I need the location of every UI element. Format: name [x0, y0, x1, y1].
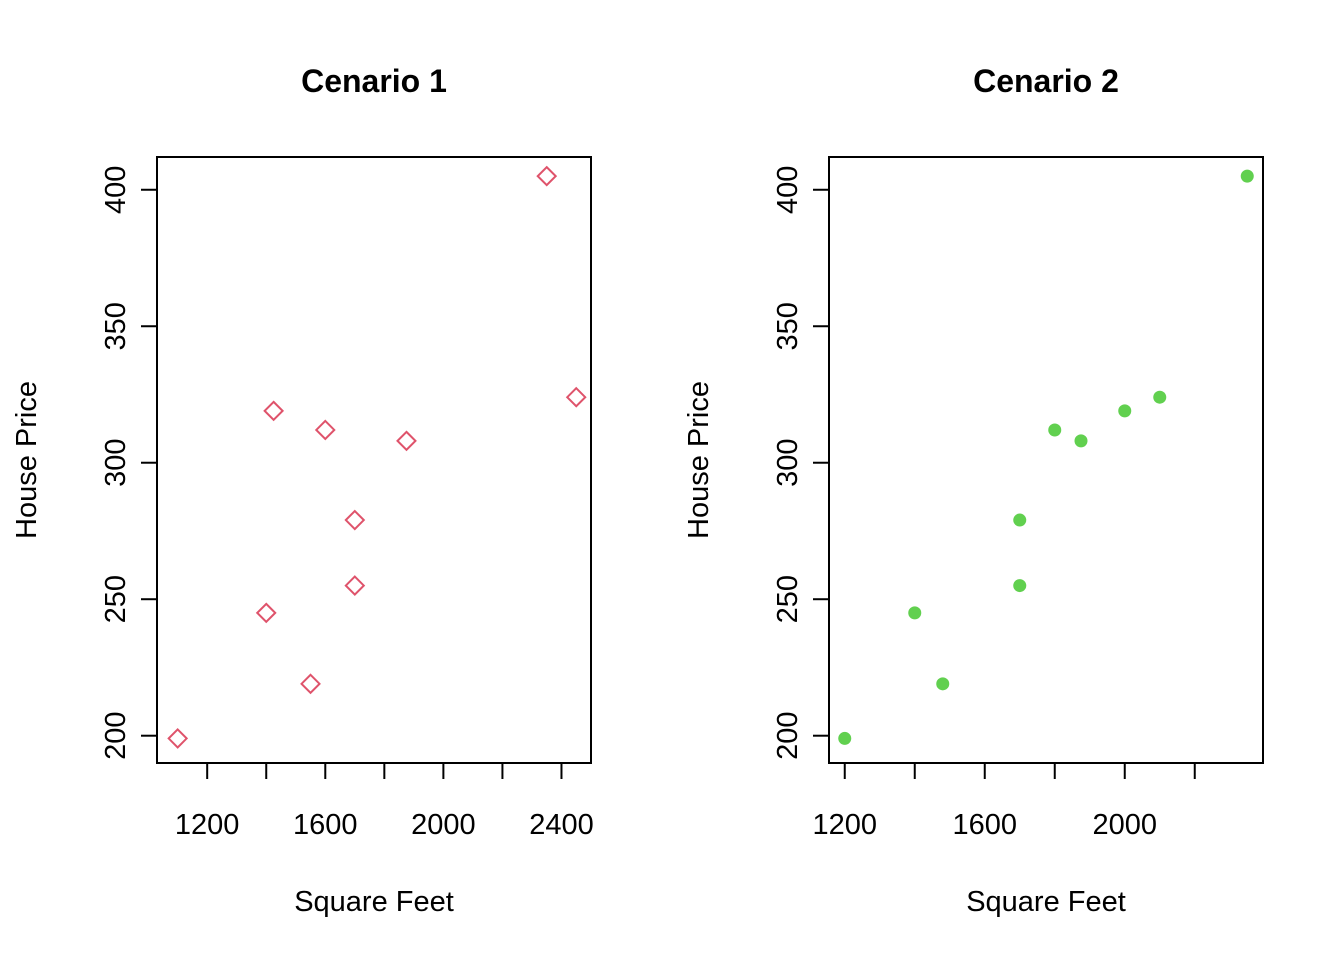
x-axis-label: Square Feet	[294, 886, 454, 918]
panel-2: Cenario 2 1200 1600 2000 200 250 300 350 400 Squa…	[683, 63, 1264, 918]
y-tick-label: 250	[772, 575, 804, 623]
data-point	[300, 673, 321, 695]
data-point	[1013, 579, 1027, 593]
x-tick-label: 2000	[1092, 809, 1157, 841]
data-point	[565, 386, 587, 408]
x-tick-label: 1600	[952, 809, 1017, 841]
data-point	[344, 575, 366, 596]
chart-title: Cenario 2	[973, 63, 1119, 99]
data-point	[1074, 434, 1088, 448]
y-axis-label: House Price	[683, 381, 715, 539]
x-tick-label: 2000	[411, 809, 476, 841]
x-tick-label: 1200	[812, 809, 877, 841]
data-point	[908, 606, 922, 620]
y-tick-label: 200	[772, 712, 804, 760]
y-tick-label: 200	[100, 712, 132, 760]
data-point	[396, 430, 417, 452]
y-tick-label: 400	[772, 166, 804, 214]
panel-1: Cenario 1 1200 1600 2000 2400 200 250 300 350 400…	[11, 63, 594, 918]
data-point	[838, 731, 852, 745]
y-tick-label: 250	[100, 575, 132, 623]
chart-title: Cenario 1	[301, 63, 447, 99]
data-point	[536, 165, 558, 187]
data-point	[936, 677, 950, 691]
y-tick-label: 300	[772, 439, 804, 487]
x-tick-label: 1200	[175, 809, 240, 841]
data-point	[167, 728, 189, 749]
y-tick-label: 300	[100, 439, 132, 487]
y-tick-label: 350	[772, 302, 804, 350]
data-point	[1013, 513, 1027, 527]
data-point	[1118, 404, 1132, 418]
x-tick-label: 1600	[293, 809, 358, 841]
y-tick-label: 400	[100, 166, 132, 214]
data-point	[255, 602, 277, 624]
data-point	[1240, 169, 1254, 183]
x-tick-label: 2400	[529, 809, 594, 841]
plot-area-frame	[828, 156, 1264, 764]
data-point	[314, 419, 336, 441]
data-point	[344, 509, 366, 531]
data-point	[263, 400, 285, 422]
y-axis-label: House Price	[11, 381, 43, 539]
x-axis-label: Square Feet	[966, 886, 1126, 918]
y-tick-label: 350	[100, 302, 132, 350]
data-point	[1048, 423, 1062, 437]
plot-area-frame	[156, 156, 592, 764]
data-point	[1153, 390, 1167, 404]
